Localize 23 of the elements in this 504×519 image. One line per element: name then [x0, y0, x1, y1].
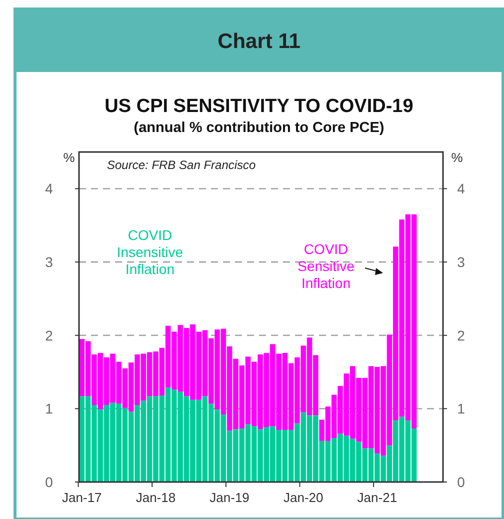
x-tick-label: Jan-17: [62, 490, 102, 505]
text: COVID Insensitive Inflation: [116, 227, 184, 277]
chart-title: US CPI SENSITIVITY TO COVID-19: [104, 96, 414, 117]
y-axis-title: %: [63, 150, 76, 165]
y2-tick-label: 1: [457, 400, 466, 417]
y2-tick-label: 0: [457, 474, 466, 490]
text: COVID Sensitive Inflation: [298, 241, 355, 291]
y-tick-label: 4: [45, 180, 54, 197]
x-tick-label: Jan-21: [357, 490, 398, 505]
y-tick-label: 2: [45, 327, 54, 344]
y-tick-label: 1: [45, 400, 54, 417]
x-tick-label: Jan-19: [210, 490, 250, 505]
caption: Chart 11: [218, 30, 301, 53]
y-tick-label: 3: [45, 254, 54, 270]
y-tick-label: 0: [45, 474, 54, 490]
annotation: Source: FRB San Francisco: [107, 158, 256, 172]
y2-tick-label: 2: [457, 327, 466, 344]
y2-tick-label: 3: [457, 254, 466, 270]
y2-axis-title: %: [451, 150, 464, 165]
chart-subtitle: (annual % contribution to Core PCE): [134, 120, 384, 136]
x-tick-label: Jan-18: [136, 490, 176, 505]
y2-tick-label: 4: [457, 180, 466, 197]
x-tick-label: Jan-20: [283, 490, 324, 505]
